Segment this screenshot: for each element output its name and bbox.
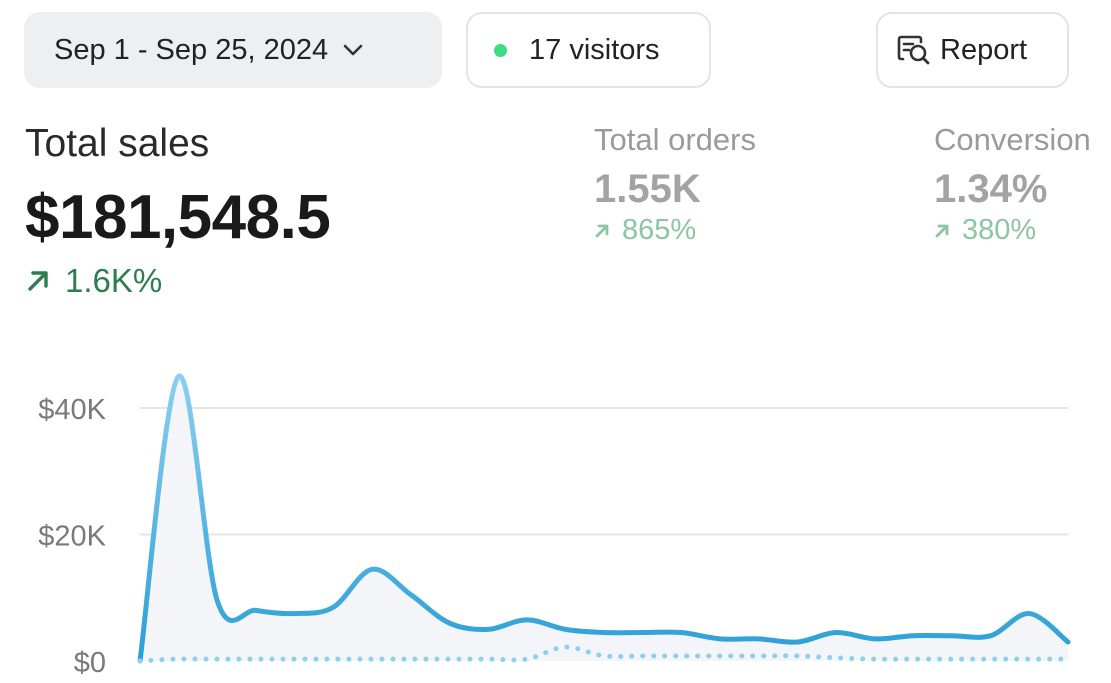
chevron-down-icon [342, 43, 364, 57]
report-search-icon [896, 33, 932, 67]
report-label: Report [940, 33, 1028, 66]
total-sales-change: 1.6K% [25, 262, 162, 300]
conversion-label: Conversion [934, 122, 1091, 157]
total-orders-value: 1.55K [594, 167, 701, 211]
arrow-up-right-icon [935, 224, 949, 237]
total-sales-value: $181,548.5 [25, 183, 331, 252]
total-orders-label: Total orders [594, 122, 756, 157]
total-orders-change: 865% [594, 214, 756, 247]
arrow-up-right-icon [595, 224, 609, 237]
conversion-metric[interactable]: Conversion 1.34% 380% [934, 122, 1091, 247]
status-dot-icon [494, 43, 507, 57]
total-sales-change-value: 1.6K% [65, 262, 163, 299]
series-area [140, 376, 1068, 661]
visitors-badge[interactable]: 17 visitors [466, 12, 711, 88]
visitors-count: 17 visitors [529, 33, 660, 66]
date-range-label: Sep 1 - Sep 25, 2024 [54, 33, 329, 66]
total-orders-metric[interactable]: Total orders 1.55K 865% [594, 122, 756, 247]
y-tick-label: $20K [38, 521, 106, 553]
total-sales-label: Total sales [25, 122, 210, 165]
y-tick-label: $40K [38, 394, 106, 426]
y-tick-label: $0 [74, 647, 106, 679]
conversion-change-value: 380% [962, 214, 1037, 246]
conversion-value: 1.34% [934, 167, 1048, 211]
series-line-current [137, 373, 1071, 664]
series-line-previous [137, 644, 1071, 664]
report-button[interactable]: Report [876, 12, 1069, 88]
conversion-change: 380% [934, 214, 1091, 247]
date-range-dropdown[interactable]: Sep 1 - Sep 25, 2024 [24, 12, 442, 88]
arrow-up-right-icon [28, 271, 48, 291]
total-orders-change-value: 865% [622, 214, 697, 246]
sales-chart: $0 $20K $40K [38, 373, 1071, 679]
